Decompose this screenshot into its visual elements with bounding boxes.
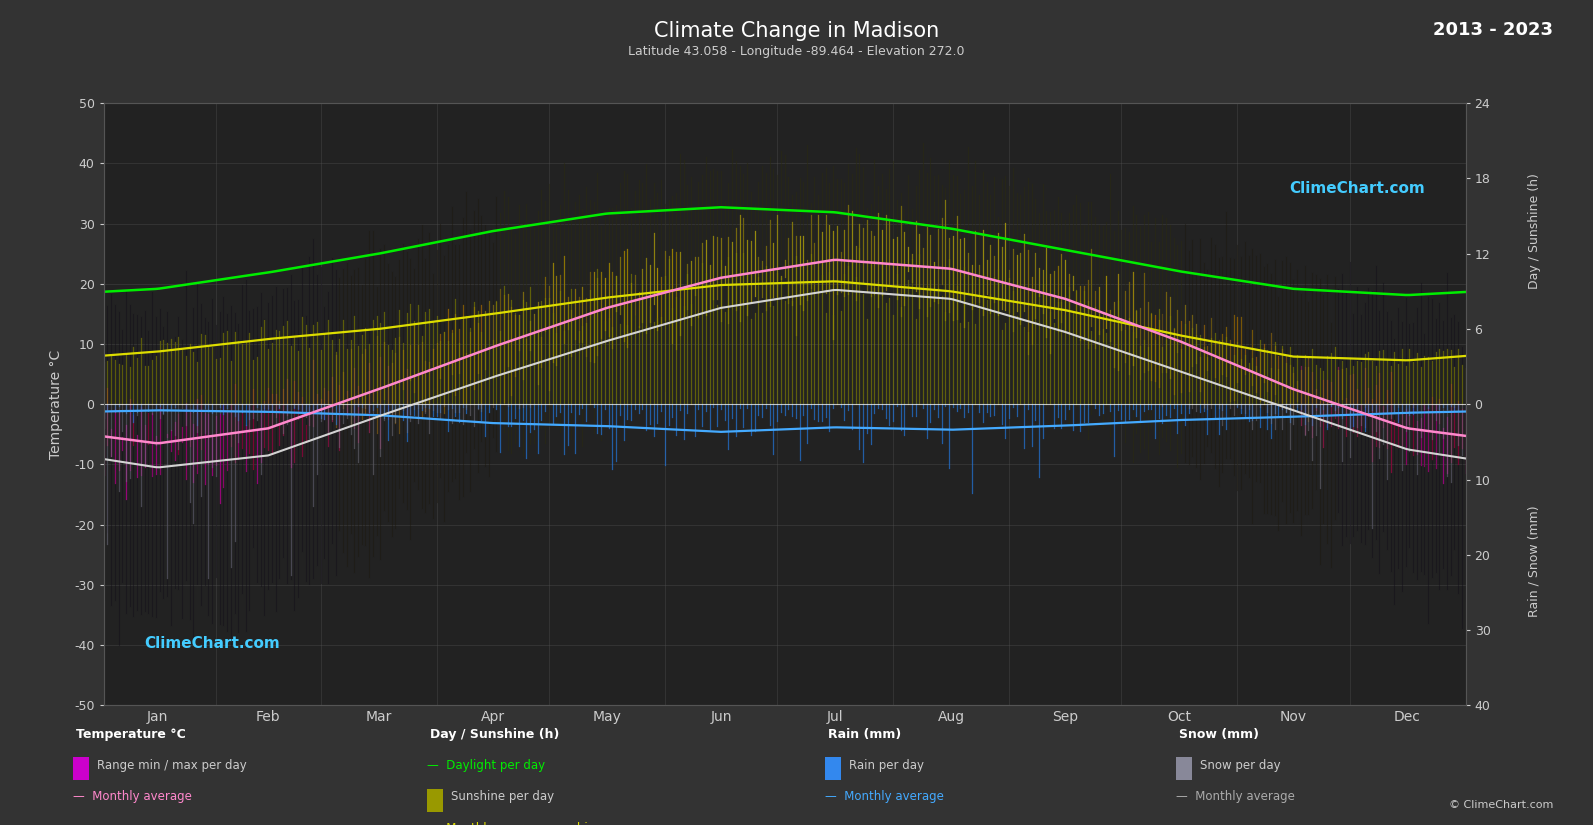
Text: Day / Sunshine (h): Day / Sunshine (h) xyxy=(430,728,559,742)
Text: Sunshine per day: Sunshine per day xyxy=(451,790,554,804)
Text: Latitude 43.058 - Longitude -89.464 - Elevation 272.0: Latitude 43.058 - Longitude -89.464 - El… xyxy=(628,45,965,59)
Text: 2013 - 2023: 2013 - 2023 xyxy=(1434,21,1553,39)
Text: Temperature °C: Temperature °C xyxy=(76,728,186,742)
Text: —  Daylight per day: — Daylight per day xyxy=(427,759,545,772)
Text: ClimeChart.com: ClimeChart.com xyxy=(1289,182,1424,196)
Text: Snow (mm): Snow (mm) xyxy=(1179,728,1258,742)
Text: Rain per day: Rain per day xyxy=(849,759,924,772)
Text: —  Monthly average: — Monthly average xyxy=(73,790,193,804)
Text: Snow per day: Snow per day xyxy=(1200,759,1281,772)
Text: © ClimeChart.com: © ClimeChart.com xyxy=(1448,800,1553,810)
Text: Day / Sunshine (h): Day / Sunshine (h) xyxy=(1528,173,1540,289)
Text: Climate Change in Madison: Climate Change in Madison xyxy=(653,21,940,40)
Text: Rain / Snow (mm): Rain / Snow (mm) xyxy=(1528,505,1540,617)
Text: ClimeChart.com: ClimeChart.com xyxy=(145,636,280,651)
Text: Range min / max per day: Range min / max per day xyxy=(97,759,247,772)
Y-axis label: Temperature °C: Temperature °C xyxy=(49,350,62,459)
Text: —  Monthly average sunshine: — Monthly average sunshine xyxy=(427,822,602,825)
Text: Rain (mm): Rain (mm) xyxy=(828,728,902,742)
Text: —  Monthly average: — Monthly average xyxy=(825,790,945,804)
Text: —  Monthly average: — Monthly average xyxy=(1176,790,1295,804)
